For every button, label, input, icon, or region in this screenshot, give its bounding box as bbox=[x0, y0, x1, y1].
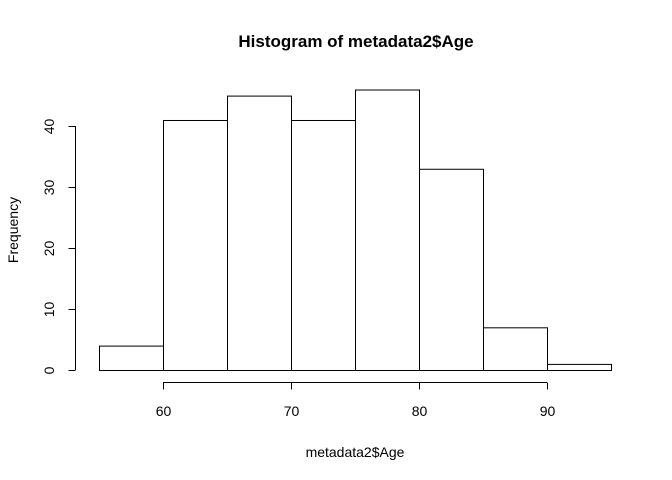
histogram-bar bbox=[355, 89, 420, 371]
y-axis-label: Frequency bbox=[5, 197, 21, 263]
histogram-bar bbox=[227, 95, 292, 371]
histogram-bar bbox=[163, 119, 228, 371]
histogram-bar bbox=[419, 168, 484, 371]
y-tick-label: 20 bbox=[41, 241, 57, 257]
histogram-bar bbox=[483, 327, 548, 371]
histogram-bar bbox=[291, 119, 356, 371]
y-tick-label: 0 bbox=[41, 366, 57, 374]
x-tick-label: 80 bbox=[412, 403, 428, 419]
y-axis: 0 10 20 30 40 bbox=[41, 119, 76, 374]
y-tick-label: 40 bbox=[41, 119, 57, 135]
histogram-bar bbox=[99, 345, 164, 372]
x-tick-label: 90 bbox=[540, 403, 556, 419]
histogram-bar bbox=[547, 363, 612, 371]
chart-title: Histogram of metadata2$Age bbox=[238, 32, 473, 51]
x-tick-label: 70 bbox=[284, 403, 300, 419]
bars bbox=[99, 89, 612, 372]
x-axis-label: metadata2$Age bbox=[306, 444, 405, 460]
y-tick-label: 10 bbox=[41, 302, 57, 318]
x-axis: 60 70 80 90 bbox=[156, 382, 556, 419]
y-tick-label: 30 bbox=[41, 180, 57, 196]
x-tick-label: 60 bbox=[156, 403, 172, 419]
